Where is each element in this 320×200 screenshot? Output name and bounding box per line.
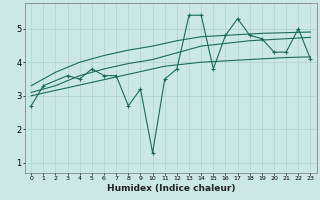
X-axis label: Humidex (Indice chaleur): Humidex (Indice chaleur) xyxy=(107,184,235,193)
